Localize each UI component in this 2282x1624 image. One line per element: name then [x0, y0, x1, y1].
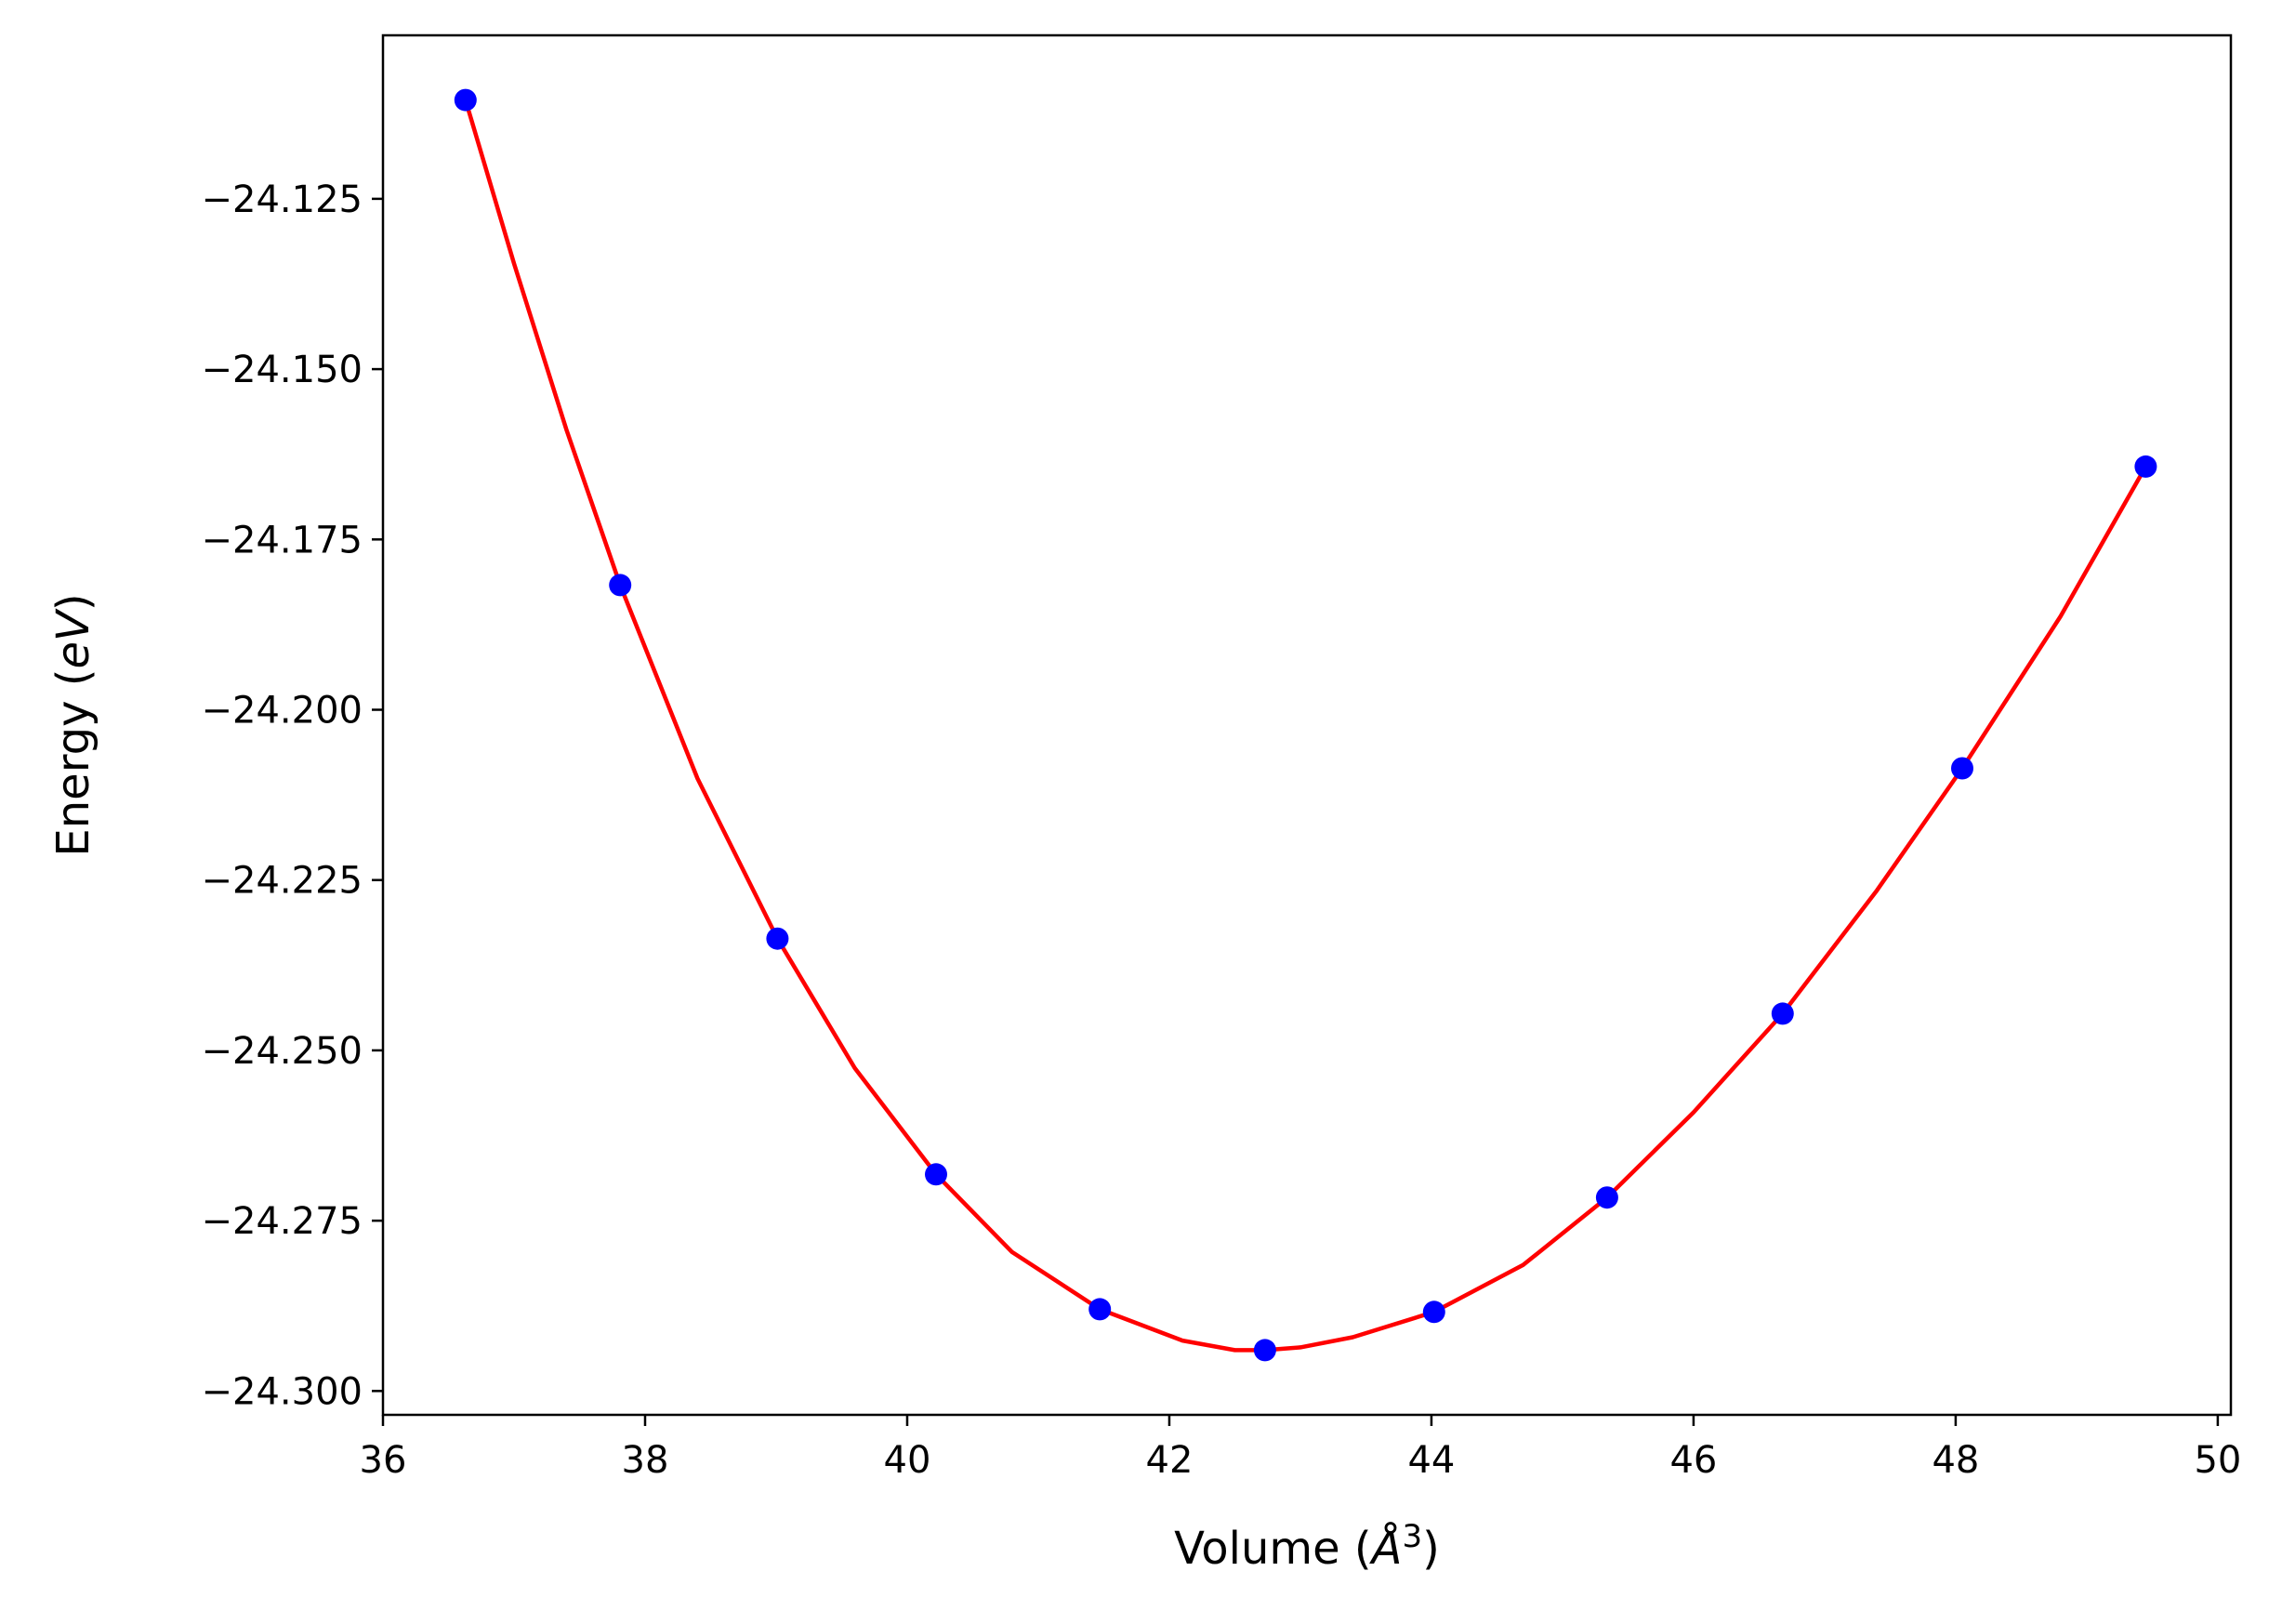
data-point	[925, 1163, 947, 1186]
data-point	[766, 927, 789, 950]
plot-area	[454, 88, 2157, 1362]
data-point	[1951, 757, 1973, 780]
x-tick-label: 46	[1669, 1439, 1717, 1482]
y-axis-label: Energy (eV)	[47, 593, 99, 856]
y-tick-label: −24.250	[202, 1030, 363, 1073]
axes-frame	[381, 33, 2233, 1417]
data-point	[609, 574, 632, 597]
data-point	[1595, 1186, 1618, 1209]
y-tick-label: −24.175	[202, 519, 363, 561]
y-tick-label: −24.275	[202, 1200, 363, 1243]
y-tick-label: −24.300	[202, 1370, 363, 1413]
data-point	[1253, 1339, 1276, 1362]
data-point	[2134, 455, 2157, 478]
y-tick-label: −24.125	[202, 178, 363, 221]
x-tick-label: 40	[884, 1439, 931, 1482]
x-tick-label: 38	[622, 1439, 669, 1482]
data-point	[454, 88, 477, 112]
y-tick-label: −24.150	[202, 349, 363, 391]
data-point	[1088, 1298, 1112, 1321]
x-tick-label: 44	[1407, 1439, 1455, 1482]
x-tick-label: 48	[1932, 1439, 1979, 1482]
x-axis-label: Volume (Å3)	[1174, 1518, 1440, 1575]
y-tick-label: −24.225	[202, 860, 363, 903]
data-point	[1422, 1301, 1445, 1324]
x-tick-label: 42	[1146, 1439, 1194, 1482]
axis-ticks: 36 38 40 42 44 46 48 50 −24.125 −24.150 −24.175 −24…	[202, 178, 2242, 1482]
fit-curve	[463, 99, 2148, 1353]
data-point	[1771, 1002, 1794, 1025]
x-tick-label: 50	[2194, 1439, 2241, 1482]
x-tick-label: 36	[360, 1439, 407, 1482]
y-tick-label: −24.200	[202, 690, 363, 733]
